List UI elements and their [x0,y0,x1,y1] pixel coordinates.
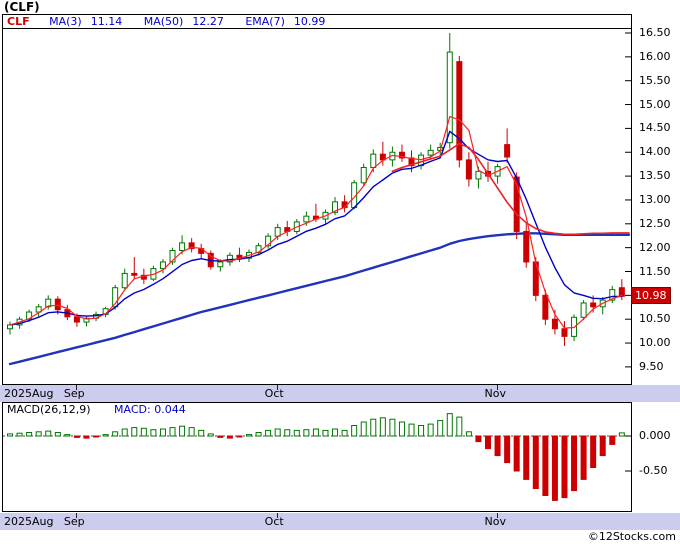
price-tick-label: 10.00 [639,336,671,350]
date-label-2025aug: 2025Aug [4,387,54,400]
legend-ma50-value: 12.27 [192,15,224,28]
price-tick-label: 10.50 [639,312,671,326]
macd-legend: MACD(26,12,9) MACD: 0.044 [3,403,631,417]
legend-ma3: MA(3) 11.14 [49,15,122,28]
page-title: (CLF) [4,0,40,14]
date-label-nov: Nov [484,387,507,400]
price-axis: 16.50 16.00 15.50 15.00 14.50 14.00 13.50 13.00… [637,14,680,386]
date-label-sep: Sep [63,387,85,400]
legend-ma3-label: MA(3) [49,15,82,28]
macd-panel: MACD(26,12,9) MACD: 0.044 [2,402,632,512]
price-tick-label: 15.50 [639,73,671,87]
price-chart [7,32,631,368]
price-tick-label: 9.50 [639,359,664,373]
macd-histogram-chart [3,413,631,501]
price-tick-label: 12.50 [639,216,671,230]
month-tick [276,385,278,390]
legend-ma3-value: 11.14 [90,15,123,28]
price-tick-label: 14.00 [639,145,671,159]
month-tick [496,513,498,518]
macd-value-label: MACD: 0.044 [114,403,186,416]
legend-ema7: EMA(7) 10.99 [245,15,325,28]
price-panel: CLF MA(3) 11.14 MA(50) 12.27 EMA(7) 10.99 [2,14,632,385]
price-tick-label: 13.50 [639,169,671,183]
legend-ma50: MA(50) 12.27 [144,15,224,28]
price-tick-label: 11.50 [639,264,671,278]
price-tick-label: 15.00 [639,97,671,111]
month-tick [496,385,498,390]
price-tick-label: 16.50 [639,26,671,39]
legend-ma50-label: MA(50) [143,15,184,28]
date-axis-macd: 2025Aug Sep Oct Nov [0,513,680,530]
month-tick [276,513,278,518]
date-axis-price: 2025Aug Sep Oct Nov [0,385,680,402]
price-legend: CLF MA(3) 11.14 MA(50) 12.27 EMA(7) 10.99 [3,15,631,29]
date-label-oct: Oct [264,515,284,528]
macd-params-label: MACD(26,12,9) [7,403,91,416]
date-label-nov: Nov [484,515,507,528]
date-label-sep: Sep [63,515,85,528]
legend-symbol: CLF [7,15,30,28]
macd-axis: 0.000 -0.50 [637,402,680,512]
last-price-badge: 10.98 [631,287,671,305]
month-tick [75,513,77,518]
macd-tick-label: -0.50 [639,464,668,477]
price-tick-label: 16.00 [639,49,671,63]
date-label-2025aug: 2025Aug [4,515,54,528]
copyright: ©12Stocks.com [587,530,676,543]
price-tick-label: 14.50 [639,121,671,135]
date-label-oct: Oct [264,387,284,400]
legend-ema7-value: 10.99 [293,15,326,28]
month-tick [75,385,77,390]
price-tick-label: 13.00 [639,192,671,206]
macd-tick-label: 0.000 [639,429,671,442]
legend-ema7-label: EMA(7) [245,15,285,28]
price-tick-label: 12.00 [639,240,671,254]
